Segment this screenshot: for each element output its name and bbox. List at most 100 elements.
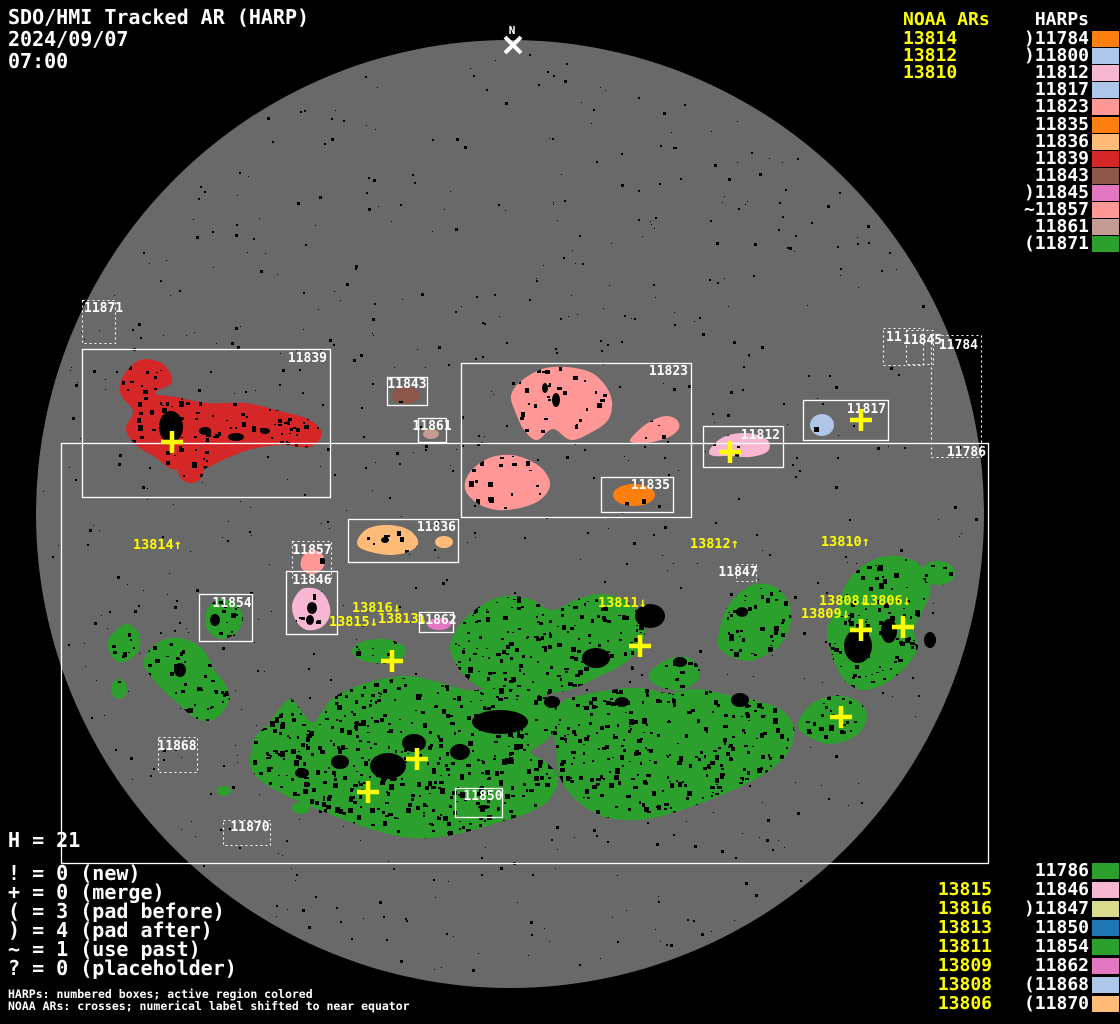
harp-legend-11871: (11871 [1023, 233, 1089, 255]
harp-legend-11846: 11846 [1034, 879, 1089, 900]
harp-box-label-11839: 11839 [288, 351, 327, 366]
harp-legend-11862: 11862 [1034, 955, 1089, 976]
noaa-disk-label-13811: 13811↓ [598, 595, 647, 611]
harps-header: HARPs [1034, 9, 1089, 30]
north-cross-icon [503, 35, 523, 55]
umbra-cores [159, 383, 936, 809]
noaa-ar-13812: 13812 [903, 45, 958, 67]
harp-box-label-11845a: 11 [886, 330, 902, 345]
active-region-11843 [392, 385, 421, 405]
active-region-11786 [111, 679, 127, 699]
noaa-disk-label-13814: 13814↑ [133, 537, 182, 553]
harp-box-label-11784: 11784 [939, 338, 978, 353]
active-region-11839 [178, 457, 204, 483]
noaa-ar-13814: 13814 [903, 28, 958, 49]
stat-line-0: ! = 0 (new) [8, 861, 141, 885]
time-label: 07:00 [8, 49, 69, 73]
harp-color-swatch-11836 [1092, 133, 1119, 150]
harp-legend-11823: 11823 [1034, 96, 1089, 118]
harp-box-label-11817: 11817 [847, 402, 886, 417]
noaa-disk-label-13815: 13815↓ [329, 614, 378, 630]
region-speckles [625, 499, 646, 506]
harp-box-11850 [454, 787, 504, 819]
noaa-ar-13813: 13813 [937, 917, 992, 938]
noaa-ar-13811: 13811 [937, 936, 992, 957]
noaa-cross-13806 [892, 616, 914, 638]
active-region-11836 [435, 536, 453, 548]
noaa-ar-13810: 13810 [903, 62, 958, 84]
harp-color-swatch-11870 [1092, 996, 1119, 1012]
harp-box-11839 [81, 348, 332, 499]
noaa-cross-13808 [850, 619, 872, 641]
solar-disk [36, 40, 984, 988]
harp-box-11784 [930, 334, 983, 459]
noaa-disk-label-13808: 13808↓ [819, 593, 868, 609]
harp-box-11812 [702, 425, 785, 469]
harp-box-11835 [600, 476, 675, 514]
noaa-cross-13815 [357, 781, 379, 803]
noaa-cross-13814 [161, 431, 183, 453]
active-region-11823 [629, 416, 680, 444]
harp-box-11868 [157, 736, 199, 774]
harp-box-label-11850: 11850 [463, 789, 502, 804]
active-region-11823 [464, 454, 551, 511]
noaa-cross-13811 [629, 635, 651, 657]
harp-count: H = 21 [8, 828, 81, 852]
title-block: SDO/HMI Tracked AR (HARP) 2024/09/07 07:00 [8, 6, 309, 72]
harp-color-swatch-11786 [1092, 863, 1119, 879]
noaa-disk-label-13812: 13812↑ [690, 536, 739, 552]
region-speckles [212, 601, 244, 639]
harp-box-11836 [347, 518, 460, 564]
active-region-11862 [427, 618, 451, 630]
harp-color-swatch-11823 [1092, 99, 1119, 116]
harp-box-11862 [418, 611, 455, 634]
noaa-cross-13810 [850, 409, 872, 431]
noaa-cross-13809 [830, 706, 852, 728]
noaa-ar-13806: 13806 [937, 993, 992, 1014]
stat-line-5: ? = 0 (placeholder) [8, 956, 237, 980]
harp-color-swatch-11846 [1092, 882, 1119, 898]
noaa-cross-13816 [381, 650, 403, 672]
active-region-11786 [292, 802, 310, 814]
harp-legend-11843: 11843 [1034, 164, 1089, 186]
harp-box-label-11786: 11786 [947, 445, 986, 460]
harp-legend-11812: 11812 [1034, 62, 1089, 84]
harp-box-label-11812: 11812 [741, 428, 780, 443]
noaa-ar-13816: 13816 [937, 898, 992, 919]
harp-box-label-11868: 11868 [157, 739, 196, 754]
noaa-ar-13815: 13815 [937, 879, 992, 900]
harp-legend-11850: 11850 [1034, 917, 1089, 938]
harp-color-swatch-11835 [1092, 116, 1119, 133]
harp-color-swatch-11843 [1092, 167, 1119, 184]
harp-color-swatch-11861 [1092, 219, 1119, 236]
harp-box-label-11835: 11835 [631, 478, 670, 493]
harp-legend-11839: 11839 [1034, 147, 1089, 169]
harp-color-swatch-11800 [1092, 48, 1119, 65]
harp-color-swatch-11862 [1092, 958, 1119, 974]
footer-line-2: NOAA ARs: crosses; numerical label shift… [8, 998, 410, 1013]
harp-box-label-11870: 11870 [230, 820, 269, 835]
active-region-11786 [449, 593, 645, 699]
noaa-disk-label-13816: 13816↓ [352, 600, 401, 616]
noaa-disk-label-13806: 13806↓ [862, 593, 911, 609]
harp-color-swatch-11839 [1092, 150, 1119, 167]
harp-color-swatch-11817 [1092, 82, 1119, 99]
harp-color-swatch-11812 [1092, 65, 1119, 82]
harp-color-swatch-11871 [1092, 236, 1119, 253]
harp-box-11854 [198, 593, 254, 643]
harp-color-swatch-11847 [1092, 901, 1119, 917]
harp-box-11857 [291, 540, 333, 580]
harp-box-11847 [735, 563, 758, 583]
harp-legend-11857: ~11857 [1023, 199, 1089, 220]
region-speckles [399, 401, 403, 403]
stat-line-3: ) = 4 (pad after) [8, 918, 213, 942]
active-region-11786 [143, 637, 230, 722]
harp-box-11870 [222, 819, 272, 847]
harp-box-label-11843: 11843 [387, 377, 426, 392]
region-speckles [118, 681, 121, 683]
harp-legend-11817: 11817 [1034, 79, 1089, 101]
north-label: N [509, 24, 516, 37]
harp-box-11823 [460, 362, 693, 519]
harp-legend-11784: )11784 [1023, 28, 1089, 49]
